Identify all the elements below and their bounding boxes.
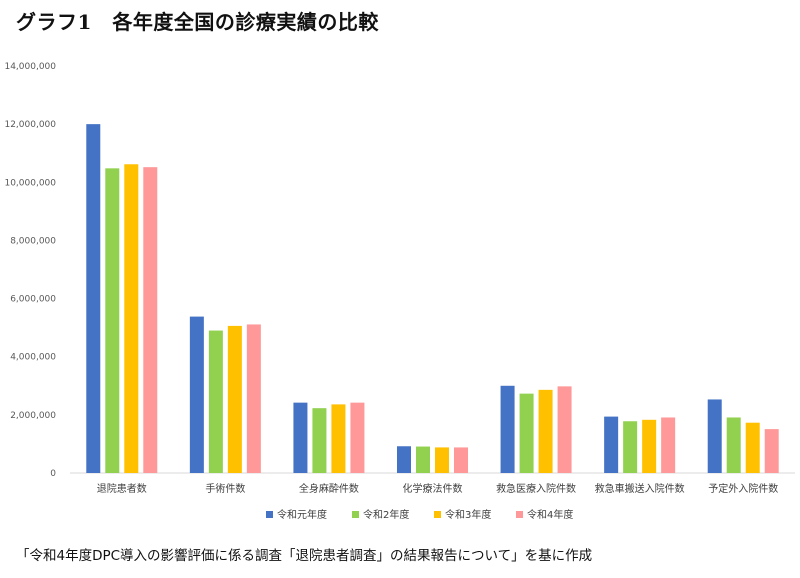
category-label: 予定外入院件数: [708, 482, 778, 495]
category-label: 全身麻酔件数: [299, 482, 359, 495]
bar: [500, 385, 515, 473]
chart-title: グラフ1 各年度全国の診療実績の比較: [16, 10, 379, 34]
category-label: 化学療法件数: [403, 482, 463, 495]
legend-swatch: [352, 511, 359, 518]
y-tick-label: 10,000,000: [4, 178, 56, 188]
y-tick-label: 2,000,000: [10, 411, 56, 421]
bar: [246, 324, 261, 473]
legend-label: 令和4年度: [527, 508, 573, 521]
bar: [519, 393, 534, 473]
category-label: 手術件数: [205, 482, 245, 495]
bar: [707, 399, 722, 473]
bar: [557, 386, 572, 473]
y-tick-label: 6,000,000: [10, 295, 56, 305]
bar: [105, 168, 120, 473]
bar: [350, 402, 365, 473]
bar: [604, 416, 619, 473]
legend-label: 令和3年度: [445, 508, 491, 521]
source-footnote: 「令和4年度DPC導入の影響評価に係る調査「退院患者調査」の結果報告について」を…: [16, 548, 593, 564]
bar: [538, 389, 553, 473]
bar-groups: [86, 124, 779, 474]
bar: [312, 408, 327, 473]
y-tick-label: 12,000,000: [4, 120, 56, 130]
bar: [642, 419, 657, 473]
y-tick-label: 0: [50, 469, 56, 479]
category-label: 救急医療入院件数: [496, 482, 576, 495]
legend-label: 令和2年度: [363, 508, 409, 521]
bar: [86, 124, 101, 474]
legend-swatch: [516, 511, 523, 518]
y-tick-label: 14,000,000: [4, 62, 56, 72]
bar: [331, 404, 346, 473]
bar: [454, 447, 468, 473]
y-tick-label: 4,000,000: [10, 353, 56, 363]
bar: [189, 316, 204, 473]
bar: [208, 330, 223, 473]
bar: [416, 446, 430, 473]
bar: [397, 446, 411, 473]
legend-swatch: [266, 511, 273, 518]
category-label: 救急車搬送入院件数: [595, 482, 685, 495]
bar: [435, 447, 449, 473]
bar: [764, 429, 779, 473]
bar: [124, 164, 139, 474]
category-labels: 退院患者数 手術件数 全身麻酔件数 化学療法件数 救急医療入院件数 救急車搬送入院件数 予定…: [97, 482, 778, 495]
y-axis-ticks: 0 2,000,000 4,000,000 6,000,000 8,000,000 10,…: [4, 62, 56, 479]
bar: [661, 417, 676, 473]
y-tick-label: 8,000,000: [10, 236, 56, 246]
legend-label: 令和元年度: [277, 508, 327, 521]
bar: [745, 422, 760, 473]
category-label: 退院患者数: [97, 482, 147, 495]
legend-swatch: [434, 511, 441, 518]
bar: [293, 402, 308, 473]
bar: [143, 167, 158, 473]
bar: [623, 421, 638, 473]
legend: 令和元年度 令和2年度 令和3年度 令和4年度: [266, 508, 573, 521]
bar: [227, 325, 242, 473]
bar: [726, 417, 741, 473]
bar-chart: 0 2,000,000 4,000,000 6,000,000 8,000,000 10,…: [4, 62, 795, 521]
